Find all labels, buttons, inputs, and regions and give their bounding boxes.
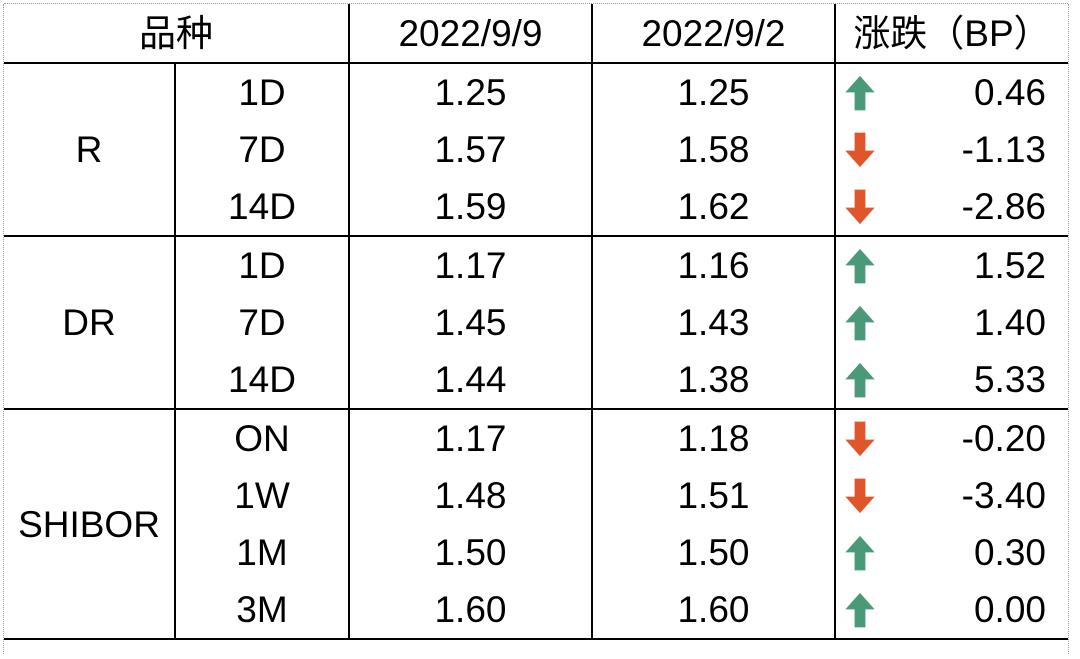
rate-cell-date-2: 1.62	[592, 178, 836, 237]
down-arrow-icon	[842, 419, 878, 458]
tenor-cell: 7D	[175, 294, 350, 351]
rate-cell-date-1: 1.48	[349, 467, 593, 524]
rate-cell-date-1: 1.17	[349, 236, 593, 294]
rate-cell-date-1: 1.60	[349, 581, 593, 640]
table-row: 1M 1.50 1.50 0.30	[4, 524, 1068, 581]
page-left-dotted-edge	[3, 4, 4, 654]
change-cell-content: -1.13	[836, 130, 1068, 170]
change-cell-content: -0.20	[836, 419, 1068, 459]
table-row: 14D 1.44 1.38 5.33	[4, 351, 1068, 410]
table-row: 1W 1.48 1.51 -3.40	[4, 467, 1068, 524]
change-value: 5.33	[973, 359, 1046, 400]
change-cell-content: 1.40	[836, 303, 1068, 343]
table-row: SHIBOR ON 1.17 1.18 -0.20	[4, 409, 1068, 640]
rate-cell-date-2: 1.38	[592, 351, 836, 410]
rate-cell-date-1: 1.50	[349, 524, 593, 581]
change-cell-content: 0.00	[836, 590, 1068, 630]
header-change: 涨跌（BP）	[835, 4, 1068, 64]
table-row: R 1D 1.25 1.25 0.46	[4, 63, 1068, 237]
tenor-cell: 1W	[175, 467, 350, 524]
change-cell: 1.52	[835, 236, 1068, 294]
tenor-cell: 14D	[175, 178, 350, 237]
rate-cell-date-1: 1.59	[349, 178, 593, 237]
change-cell-content: 1.52	[836, 246, 1068, 286]
up-arrow-icon	[842, 303, 878, 342]
change-cell-content: -2.86	[836, 187, 1068, 227]
change-value: -0.20	[961, 418, 1046, 459]
table-row: DR 1D 1.17 1.16 1.52	[4, 236, 1068, 410]
header-variety: 品种	[4, 4, 350, 64]
tenor-cell: 1D	[175, 236, 350, 294]
change-cell: -3.40	[835, 467, 1068, 524]
change-cell: 1.40	[835, 294, 1068, 351]
rate-cell-date-2: 1.60	[592, 581, 836, 640]
change-cell-content: 0.30	[836, 533, 1068, 573]
header-date-2: 2022/9/2	[592, 4, 836, 64]
table-row: 14D 1.59 1.62 -2.86	[4, 178, 1068, 237]
change-cell: -2.86	[835, 178, 1068, 237]
page-right-dotted-edge	[1068, 4, 1069, 654]
tenor-cell: 7D	[175, 121, 350, 178]
rate-cell-date-2: 1.58	[592, 121, 836, 178]
change-cell: 0.00	[835, 581, 1068, 640]
up-arrow-icon	[842, 533, 878, 572]
tenor-cell: 3M	[175, 581, 350, 640]
down-arrow-icon	[842, 476, 878, 515]
table-row: 7D 1.45 1.43 1.40	[4, 294, 1068, 351]
rate-cell-date-2: 1.25	[592, 63, 836, 121]
interest-rate-table: 品种 2022/9/9 2022/9/2 涨跌（BP） R 1D 1.25 1.25 0…	[4, 4, 1068, 640]
up-arrow-icon	[842, 360, 878, 399]
change-cell-content: -3.40	[836, 476, 1068, 516]
rate-cell-date-2: 1.50	[592, 524, 836, 581]
change-value: 0.46	[973, 72, 1046, 113]
change-value: 1.52	[973, 245, 1046, 286]
change-cell: 0.46	[835, 63, 1068, 121]
tenor-cell: 1M	[175, 524, 350, 581]
change-value: -2.86	[961, 186, 1046, 227]
group-label: SHIBOR	[4, 409, 176, 640]
down-arrow-icon	[842, 130, 878, 169]
table-row: 7D 1.57 1.58 -1.13	[4, 121, 1068, 178]
table-header-row: 品种 2022/9/9 2022/9/2 涨跌（BP）	[4, 4, 1068, 64]
rate-cell-date-1: 1.57	[349, 121, 593, 178]
group-label: R	[4, 63, 176, 237]
rate-cell-date-1: 1.17	[349, 409, 593, 467]
change-cell-content: 5.33	[836, 360, 1068, 400]
change-value: -3.40	[961, 475, 1046, 516]
rate-cell-date-1: 1.45	[349, 294, 593, 351]
page-top-dotted-edge	[4, 3, 1068, 4]
change-value: 0.30	[973, 532, 1046, 573]
change-cell: 5.33	[835, 351, 1068, 410]
rate-cell-date-1: 1.25	[349, 63, 593, 121]
change-value: 1.40	[973, 302, 1046, 343]
change-cell: -1.13	[835, 121, 1068, 178]
tenor-cell: 1D	[175, 63, 350, 121]
table-body: 品种 2022/9/9 2022/9/2 涨跌（BP） R 1D 1.25 1.25 0…	[4, 4, 1068, 640]
change-cell-content: 0.46	[836, 73, 1068, 113]
group-label: DR	[4, 236, 176, 410]
up-arrow-icon	[842, 590, 878, 629]
up-arrow-icon	[842, 73, 878, 112]
table-row: 3M 1.60 1.60 0.00	[4, 581, 1068, 640]
rate-cell-date-2: 1.16	[592, 236, 836, 294]
up-arrow-icon	[842, 246, 878, 285]
rate-cell-date-2: 1.43	[592, 294, 836, 351]
rate-cell-date-2: 1.18	[592, 409, 836, 467]
change-cell: 0.30	[835, 524, 1068, 581]
tenor-cell: ON	[175, 409, 350, 467]
change-cell: -0.20	[835, 409, 1068, 467]
tenor-cell: 14D	[175, 351, 350, 410]
rate-cell-date-2: 1.51	[592, 467, 836, 524]
down-arrow-icon	[842, 187, 878, 226]
header-date-1: 2022/9/9	[349, 4, 593, 64]
change-value: 0.00	[973, 589, 1046, 630]
rate-cell-date-1: 1.44	[349, 351, 593, 410]
change-value: -1.13	[961, 129, 1046, 170]
